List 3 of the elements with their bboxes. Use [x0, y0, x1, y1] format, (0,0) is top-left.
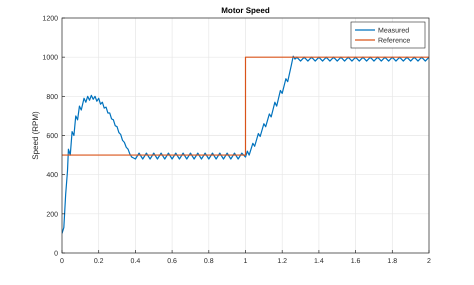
line-series — [62, 56, 429, 234]
chart-title: Motor Speed — [221, 6, 270, 15]
y-axis-title: Speed (RPM) — [31, 110, 40, 160]
